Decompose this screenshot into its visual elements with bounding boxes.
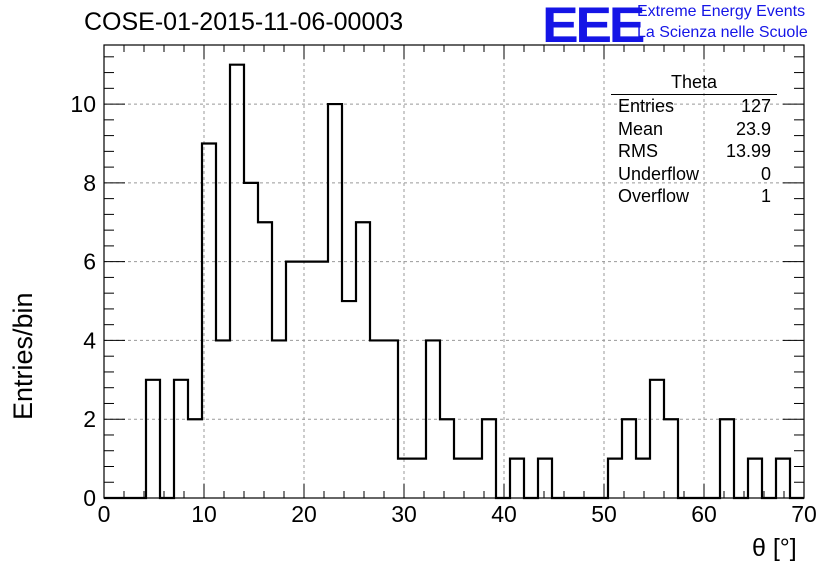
histogram-bin [482,419,496,498]
stats-row-overflow: Overflow 1 [611,185,777,208]
histogram-bin [776,459,790,498]
histogram-bin [230,65,244,498]
stats-label: Entries [618,96,675,116]
stats-row-entries: Entries 127 [611,95,777,118]
x-tick-label: 0 [98,501,111,527]
plot-frame [103,44,805,499]
stats-value: 127 [740,96,771,116]
y-axis-label: Entries/bin [8,292,38,420]
y-tick-label: 2 [83,406,96,432]
histogram-bin [188,419,202,498]
x-tick-label: 20 [291,501,317,527]
y-tick-label: 4 [83,327,96,353]
stats-row-mean: Mean 23.9 [611,118,777,141]
stats-row-underflow: Underflow 0 [611,163,777,186]
eee-logo: EEE [542,0,645,53]
stats-label: Underflow [618,163,700,184]
histogram-bin [356,222,370,498]
stats-value: 13.99 [725,141,771,161]
x-tick-label: 60 [691,501,717,527]
histogram-bin [174,380,188,498]
histogram-bin [664,419,678,498]
stats-title: Theta [611,72,777,95]
stats-row-rms: RMS 13.99 [611,140,777,163]
axis-ticks [103,45,805,499]
histogram-bin [342,301,356,498]
logo-subtitle-2: La Scienza nelle Scuole [637,24,808,41]
histogram-bin [608,459,622,498]
stats-box: Theta Entries 127 Mean 23.9 RMS 13.99 Un… [611,72,777,208]
histogram-bin [510,459,524,498]
histogram-bin [454,459,468,498]
x-tick-label: 40 [491,501,517,527]
histogram-bin [720,419,734,498]
y-tick-label: 6 [83,249,96,275]
x-tick-label: 70 [791,501,817,527]
histogram-bin [468,459,482,498]
histogram-bin [258,222,272,498]
stats-label: Mean [618,118,664,139]
logo-subtitle-1: Extreme Energy Events [637,3,806,20]
x-axis-label: θ [°] [752,534,797,562]
histogram-bin [398,459,412,498]
y-tick-label: 10 [70,91,96,117]
histogram-bin [440,419,454,498]
histogram-bin [286,262,300,498]
x-tick-label: 50 [591,501,617,527]
histogram-bin [146,380,160,498]
histogram-bin [650,380,664,498]
stats-label: RMS [618,141,658,161]
histogram-bin [636,459,650,498]
y-tick-label: 0 [83,485,96,511]
stats-value: 1 [760,186,771,206]
x-tick-label: 30 [391,501,417,527]
stats-label: Overflow [618,186,690,206]
histogram-bin [538,459,552,498]
histogram-bin [748,459,762,498]
x-tick-label: 10 [191,501,217,527]
stats-value: 0 [760,163,771,184]
histogram-bin [328,104,342,498]
stats-value: 23.9 [735,118,771,139]
histogram-bin [314,262,328,498]
histogram-bin [622,419,636,498]
histogram-bin [300,262,314,498]
y-tick-label: 8 [83,170,96,196]
chart-title: COSE-01-2015-11-06-00003 [84,8,404,36]
